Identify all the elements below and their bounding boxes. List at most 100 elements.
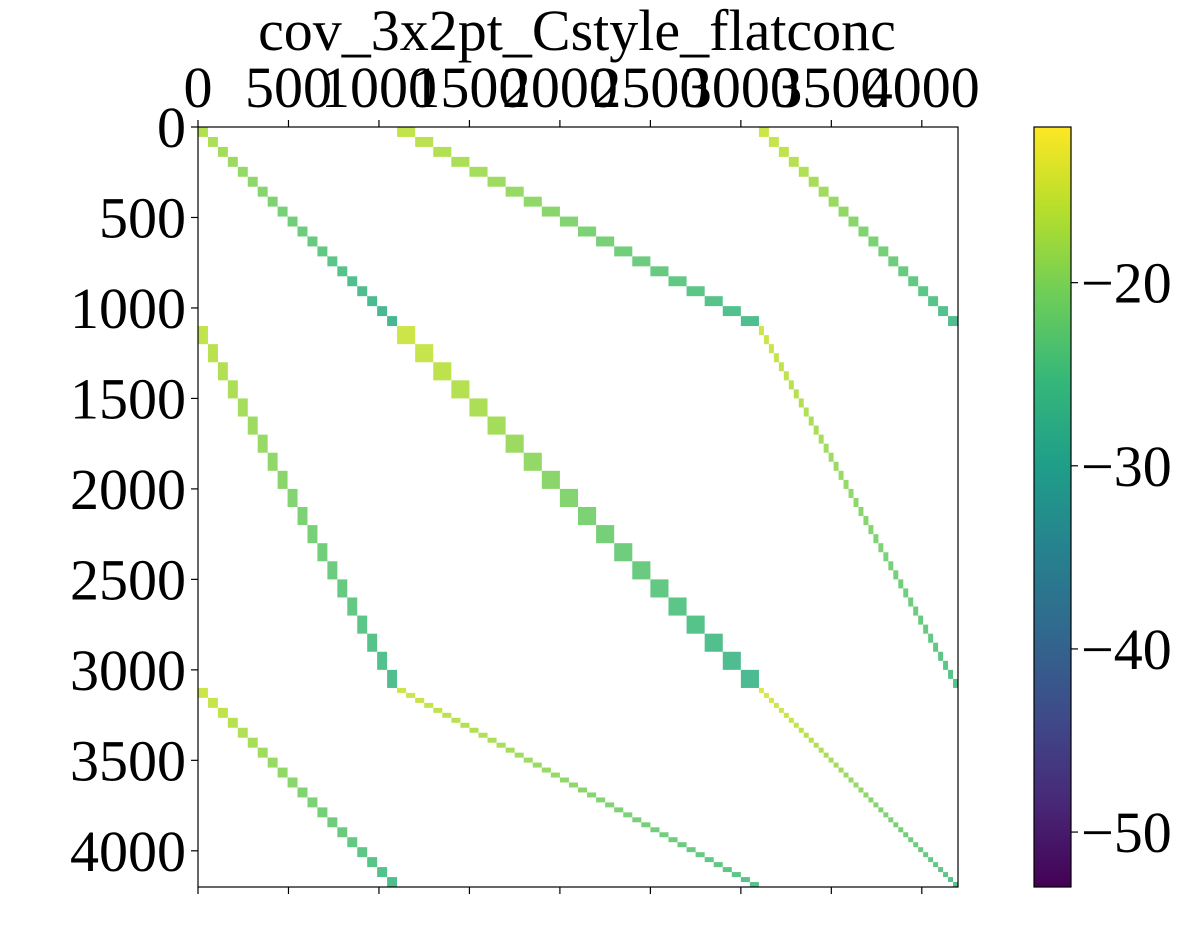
heatmap-block-diag-c-28 bbox=[898, 827, 904, 833]
heatmap-block-offdiag-6-10 bbox=[487, 737, 497, 743]
heatmap-block-offdiag-6-32 bbox=[686, 847, 696, 853]
x-tick-label-3: 1500 bbox=[411, 55, 527, 120]
heatmap-block-diag-a-16 bbox=[357, 286, 368, 297]
heatmap-block-offdiag-6-4 bbox=[433, 707, 443, 713]
heatmap-block-offdiag-2-1 bbox=[207, 344, 218, 363]
heatmap-block-diag-a-4 bbox=[237, 166, 248, 177]
heatmap-block-offdiag-5-22 bbox=[868, 525, 874, 535]
heatmap-block-diag-c-31 bbox=[913, 842, 919, 848]
heatmap-block-diag-c-8 bbox=[798, 727, 804, 733]
heatmap-block-offdiag-1-2 bbox=[433, 146, 452, 157]
heatmap-block-offdiag-6-22 bbox=[596, 797, 606, 803]
heatmap-block-offdiag-4-0 bbox=[198, 687, 208, 698]
heatmap-block-offdiag-1-17 bbox=[704, 296, 723, 307]
heatmap-block-offdiag-2-5 bbox=[247, 416, 258, 435]
heatmap-block-diag-c-1 bbox=[763, 692, 769, 698]
heatmap-block-offdiag-1-1 bbox=[415, 136, 434, 147]
heatmap-block-offdiag-1-7 bbox=[523, 196, 542, 207]
y-tick-label-2: 1000 bbox=[70, 276, 186, 341]
heatmap-block-diag-c-33 bbox=[923, 852, 929, 858]
heatmap-block-offdiag-2-13 bbox=[327, 561, 338, 580]
heatmap-block-offdiag-2-12 bbox=[317, 543, 328, 562]
heatmap-block-diag-a-1 bbox=[207, 136, 218, 147]
heatmap-block-diag-b-0 bbox=[397, 326, 416, 345]
colorbar bbox=[1034, 127, 1071, 887]
heatmap-block-diag-c-6 bbox=[788, 717, 794, 723]
heatmap-block-diag-a-2 bbox=[217, 146, 228, 157]
heatmap-block-diag-b-1 bbox=[415, 344, 434, 363]
x-tick-label-5: 2500 bbox=[592, 55, 708, 120]
heatmap-block-offdiag-3-9 bbox=[848, 216, 859, 227]
y-tick-label-1: 500 bbox=[99, 185, 186, 250]
heatmap-block-offdiag-1-16 bbox=[686, 286, 705, 297]
heatmap-block-offdiag-5-5 bbox=[783, 371, 789, 381]
heatmap-block-diag-c-5 bbox=[783, 712, 789, 718]
heatmap-block-offdiag-1-8 bbox=[541, 206, 560, 217]
heatmap-block-offdiag-5-39 bbox=[953, 678, 958, 688]
heatmap-block-offdiag-6-21 bbox=[587, 792, 597, 798]
heatmap-block-offdiag-6-38 bbox=[740, 877, 750, 883]
heatmap-block-diag-b-19 bbox=[740, 669, 759, 688]
heatmap-block-offdiag-2-18 bbox=[377, 651, 388, 670]
heatmap-block-offdiag-3-16 bbox=[918, 286, 929, 297]
heatmap-block-offdiag-3-17 bbox=[928, 296, 939, 307]
heatmap-block-offdiag-2-3 bbox=[227, 380, 238, 399]
heatmap-block-offdiag-5-18 bbox=[848, 488, 854, 498]
heatmap-block-offdiag-5-20 bbox=[858, 507, 864, 517]
heatmap-block-diag-c-34 bbox=[928, 857, 934, 863]
x-tick-label-6: 3000 bbox=[683, 55, 799, 120]
heatmap-block-diag-c-32 bbox=[918, 847, 924, 853]
y-tick-label-4: 2000 bbox=[70, 457, 186, 522]
heatmap-block-diag-c-3 bbox=[773, 702, 779, 708]
heatmap-block-offdiag-6-29 bbox=[659, 832, 669, 838]
heatmap-block-offdiag-6-1 bbox=[406, 692, 416, 698]
x-tick-label-2: 1000 bbox=[321, 55, 437, 120]
heatmap-block-offdiag-3-13 bbox=[888, 256, 899, 267]
heatmap-block-offdiag-4-8 bbox=[277, 767, 288, 778]
heatmap-block-offdiag-3-19 bbox=[948, 316, 958, 327]
heatmap-block-offdiag-2-19 bbox=[387, 669, 398, 688]
heatmap-block-offdiag-2-4 bbox=[237, 398, 248, 417]
heatmap-block-diag-b-11 bbox=[596, 525, 615, 544]
heatmap-block-diag-a-17 bbox=[367, 296, 378, 307]
heatmap-block-diag-a-18 bbox=[377, 306, 388, 317]
heatmap-block-offdiag-6-30 bbox=[668, 837, 678, 843]
heatmap-block-diag-c-21 bbox=[863, 792, 869, 798]
heatmap-block-diag-a-12 bbox=[317, 246, 328, 257]
heatmap-block-diag-c-29 bbox=[903, 832, 909, 838]
heatmap-block-offdiag-4-14 bbox=[337, 827, 348, 838]
heatmap-block-offdiag-1-4 bbox=[469, 166, 488, 177]
heatmap-block-diag-a-13 bbox=[327, 256, 338, 267]
heatmap-block-offdiag-6-13 bbox=[514, 752, 524, 758]
heatmap-block-diag-c-38 bbox=[948, 877, 954, 883]
heatmap-block-offdiag-4-3 bbox=[227, 717, 238, 728]
y-tick-label-5: 2500 bbox=[70, 547, 186, 612]
heatmap-block-offdiag-5-16 bbox=[838, 470, 844, 480]
heatmap-block-diag-b-3 bbox=[451, 380, 470, 399]
x-axis-bottom-ticks bbox=[197, 887, 923, 894]
heatmap-block-offdiag-5-6 bbox=[788, 380, 794, 390]
heatmap-block-offdiag-6-23 bbox=[605, 802, 615, 808]
x-tick-label-0: 0 bbox=[184, 55, 213, 120]
heatmap-block-diag-c-23 bbox=[873, 802, 879, 808]
heatmap-block-offdiag-6-20 bbox=[578, 787, 588, 793]
heatmap-block-offdiag-6-37 bbox=[731, 872, 741, 878]
heatmap-block-offdiag-5-3 bbox=[773, 353, 779, 363]
heatmap-block-offdiag-1-11 bbox=[596, 236, 615, 247]
heatmap-block-diag-c-12 bbox=[818, 747, 824, 753]
heatmap-block-offdiag-6-39 bbox=[749, 882, 759, 887]
heatmap-block-diag-b-7 bbox=[523, 452, 542, 471]
heatmap-block-offdiag-2-9 bbox=[287, 488, 298, 507]
x-tick-label-4: 2000 bbox=[502, 55, 618, 120]
heatmap-block-diag-c-7 bbox=[793, 722, 799, 728]
heatmap-block-diag-c-25 bbox=[883, 812, 889, 818]
heatmap-block-diag-c-37 bbox=[943, 872, 949, 878]
heatmap-block-offdiag-5-35 bbox=[933, 642, 939, 652]
y-axis-left: 0 500 1000 1500 2000 2500 3000 3500 4000 bbox=[70, 95, 198, 884]
heatmap-block-offdiag-4-17 bbox=[367, 857, 378, 868]
heatmap-block-offdiag-3-3 bbox=[788, 156, 799, 167]
heatmap-block-diag-c-36 bbox=[938, 867, 944, 873]
heatmap-block-offdiag-6-15 bbox=[532, 762, 542, 768]
heatmap-block-diag-c-22 bbox=[868, 797, 874, 803]
x-tick-label-8: 4000 bbox=[864, 55, 980, 120]
